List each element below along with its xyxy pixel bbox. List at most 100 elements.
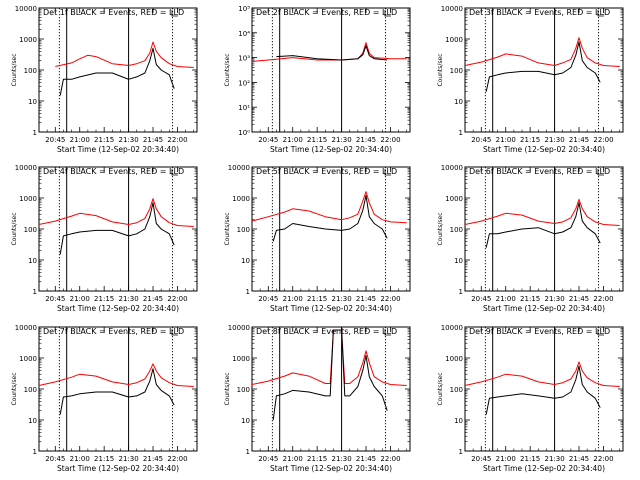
lld-series-line [38,198,194,227]
detector-panel: Det 2f BLACK = Events, RED = LLD 10⁰ 10¹ 10… [224,5,411,154]
y-tick-label: 10⁵ [238,5,250,13]
x-axis-label: Start Time (12-Sep-02 20:34:40) [483,304,605,313]
x-tick-label: 21:00 [70,136,90,144]
plot-frame [38,166,198,292]
x-tick-label: 21:45 [356,295,376,303]
panel-title: Det 3f BLACK = Events, RED = LLD [469,8,610,17]
panel-title: Det 6f BLACK = Events, RED = LLD [469,167,610,176]
corner-mark [384,10,391,17]
y-tick-label: 10 [241,417,250,425]
y-tick-label: 100 [24,386,37,394]
x-tick-label: 20:45 [471,136,491,144]
plot-frame [38,7,198,133]
panel-title: Det 2f BLACK = Events, RED = LLD [256,8,397,17]
x-tick-label: 21:15 [94,136,114,144]
y-axis-label: Counts/sec [437,212,444,245]
detector-panel: Det 5f BLACK = Events, RED = LLD 1 10 100 10… [224,164,411,313]
x-tick-label: 21:00 [70,295,90,303]
y-tick-label: 100 [24,226,37,234]
x-tick-label: 20:45 [258,136,278,144]
detector-panel: Det 9f BLACK = Events, RED = LLD 1 10 100 10… [437,324,624,473]
x-tick-label: 22:00 [167,295,187,303]
panel-title: Det 8f BLACK = Events, RED = LLD [256,327,397,336]
x-tick-label: 21:00 [283,295,303,303]
plot-frame [464,7,624,133]
y-tick-label: 10 [454,257,463,265]
x-tick-label: 20:45 [471,295,491,303]
detector-panel: Det 4f BLACK = Events, RED = LLD 1 10 100 10… [11,164,198,313]
x-tick-label: 21:15 [520,455,540,463]
y-tick-label: 10000 [441,5,463,13]
x-tick-label: 22:00 [380,136,400,144]
x-tick-label: 21:30 [544,295,564,303]
y-tick-label: 10² [238,79,250,87]
y-tick-label: 1000 [19,195,37,203]
y-tick-label: 100 [450,386,463,394]
x-axis-label: Start Time (12-Sep-02 20:34:40) [57,145,179,154]
plot-frame [464,326,624,452]
x-tick-label: 21:00 [70,455,90,463]
y-tick-label: 100 [450,67,463,75]
y-tick-label: 10 [241,257,250,265]
x-tick-label: 21:15 [94,455,114,463]
events-series-line [276,45,388,61]
x-tick-label: 21:00 [496,136,516,144]
x-tick-label: 21:00 [283,136,303,144]
y-tick-label: 1 [459,129,463,137]
lld-series-line [251,42,407,62]
lld-series-line [251,329,407,386]
y-tick-label: 1 [246,448,250,456]
y-axis-label: Counts/sec [437,372,444,405]
y-tick-label: 10000 [228,324,250,332]
y-tick-label: 10⁰ [238,129,250,137]
x-tick-label: 21:45 [143,455,163,463]
lld-series-line [464,361,620,387]
x-tick-label: 21:45 [356,136,376,144]
x-axis-label: Start Time (12-Sep-02 20:34:40) [270,464,392,473]
x-tick-label: 21:30 [331,455,351,463]
plot-frame [251,7,411,133]
y-tick-label: 10000 [15,164,37,172]
x-tick-label: 21:30 [118,455,138,463]
corner-mark [597,10,604,17]
y-axis-label: Counts/sec [224,53,231,86]
x-tick-label: 21:45 [569,455,589,463]
lld-series-line [251,191,407,224]
y-axis-label: Counts/sec [224,212,231,245]
x-tick-label: 22:00 [593,295,613,303]
plot-frame [38,326,198,452]
y-axis-label: Counts/sec [437,53,444,86]
x-tick-label: 21:15 [307,455,327,463]
x-axis-label: Start Time (12-Sep-02 20:34:40) [483,145,605,154]
panel-title: Det 7f BLACK = Events, RED = LLD [43,327,184,336]
y-tick-label: 10 [454,98,463,106]
y-tick-label: 10 [454,417,463,425]
y-tick-label: 10 [28,98,37,106]
corner-mark [171,169,178,176]
events-series-line [272,195,388,242]
x-tick-label: 21:15 [520,136,540,144]
x-tick-label: 21:45 [569,295,589,303]
x-tick-label: 21:30 [544,455,564,463]
events-series-line [485,365,601,415]
detector-panel: Det 7f BLACK = Events, RED = LLD 1 10 100 10… [11,324,198,473]
y-tick-label: 10000 [15,5,37,13]
x-tick-label: 21:45 [143,136,163,144]
x-tick-label: 21:15 [520,295,540,303]
y-tick-label: 1000 [232,195,250,203]
corner-mark [171,329,178,336]
detector-panel: Det 8f BLACK = Events, RED = LLD 1 10 100 10… [224,324,411,473]
x-tick-label: 22:00 [593,136,613,144]
events-series-line [59,368,175,415]
x-axis-label: Start Time (12-Sep-02 20:34:40) [483,464,605,473]
panel-title: Det 9f BLACK = Events, RED = LLD [469,327,610,336]
lld-series-line [38,363,194,387]
y-tick-label: 1 [459,448,463,456]
x-tick-label: 21:30 [331,136,351,144]
x-tick-label: 21:15 [94,295,114,303]
lld-series-line [464,198,620,226]
x-tick-label: 21:30 [331,295,351,303]
y-tick-label: 100 [24,67,37,75]
detector-panel: Det 3f BLACK = Events, RED = LLD 1 10 100 10… [437,5,624,154]
